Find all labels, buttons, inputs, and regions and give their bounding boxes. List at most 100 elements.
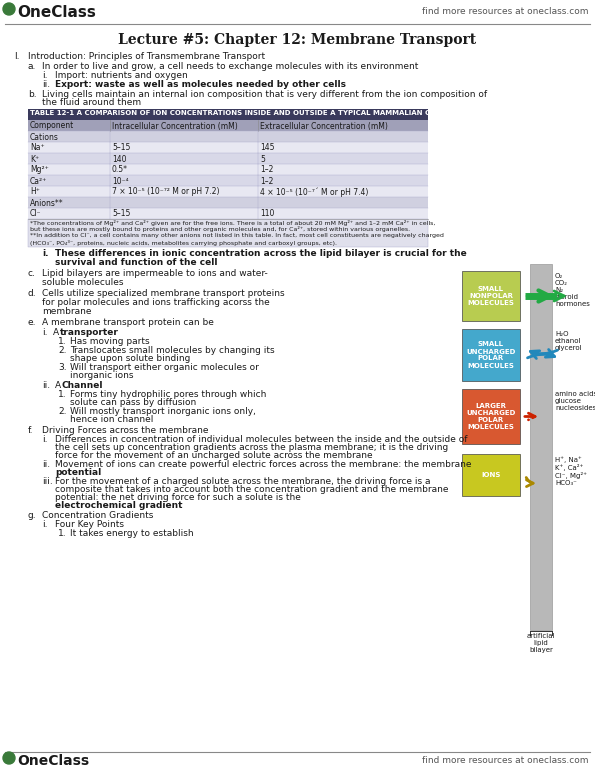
Text: Component: Component: [30, 122, 74, 130]
Text: Movement of ions can create powerful electric forces across the membrane: the me: Movement of ions can create powerful ele…: [55, 460, 471, 469]
Text: IONS: IONS: [481, 472, 500, 478]
Text: 1.: 1.: [58, 529, 67, 538]
Bar: [28, 197, 428, 208]
Text: It takes energy to establish: It takes energy to establish: [70, 529, 193, 538]
Text: i.: i.: [42, 328, 48, 337]
Text: survival and function of the cell: survival and function of the cell: [55, 258, 218, 267]
Bar: [28, 120, 428, 131]
Text: 2.: 2.: [58, 407, 67, 416]
Text: Cl⁻: Cl⁻: [30, 209, 42, 219]
Text: ✦: ✦: [6, 4, 12, 10]
Bar: [28, 186, 428, 197]
Text: find more resources at oneclass.com: find more resources at oneclass.com: [421, 7, 588, 16]
Text: ii.: ii.: [42, 381, 50, 390]
Bar: [28, 109, 428, 120]
Text: Ca²⁺: Ca²⁺: [30, 176, 47, 186]
Text: membrane: membrane: [42, 307, 92, 316]
Text: ii.: ii.: [42, 80, 50, 89]
Bar: [28, 208, 428, 219]
Text: solute can pass by diffusion: solute can pass by diffusion: [70, 398, 196, 407]
Text: Translocates small molecules by changing its: Translocates small molecules by changing…: [70, 346, 275, 355]
Text: potential: potential: [55, 468, 101, 477]
Bar: [462, 271, 520, 321]
Bar: [28, 131, 428, 142]
Text: Differences in concentration of individual molecules between the inside and the : Differences in concentration of individu…: [55, 435, 468, 444]
Text: shape upon solute binding: shape upon solute binding: [70, 354, 190, 363]
Text: H⁺, Na⁺
K⁺, Ca²⁺
Cl⁻, Mg²⁺
HCO₃⁻: H⁺, Na⁺ K⁺, Ca²⁺ Cl⁻, Mg²⁺ HCO₃⁻: [555, 456, 587, 486]
Circle shape: [3, 752, 15, 764]
Text: e.: e.: [28, 318, 36, 327]
Text: i.: i.: [42, 520, 48, 529]
Text: 145: 145: [260, 143, 274, 152]
Text: Export: waste as well as molecules needed by other cells: Export: waste as well as molecules neede…: [55, 80, 346, 89]
Text: TABLE 12-1 A COMPARISON OF ION CONCENTRATIONS INSIDE AND OUTSIDE A TYPICAL MAMMA: TABLE 12-1 A COMPARISON OF ION CONCENTRA…: [30, 110, 444, 116]
Text: Cations: Cations: [30, 132, 59, 142]
Text: Na⁺: Na⁺: [30, 143, 45, 152]
Text: H₂O
ethanol
glycerol: H₂O ethanol glycerol: [555, 331, 583, 351]
Text: H⁺: H⁺: [30, 188, 40, 196]
Text: (HCO₃⁻, PO₄³⁻, proteins, nucleic acids, metabolites carrying phosphate and carbo: (HCO₃⁻, PO₄³⁻, proteins, nucleic acids, …: [30, 239, 337, 246]
Text: 10⁻⁴: 10⁻⁴: [112, 176, 129, 186]
Text: These differences in ionic concentration across the lipid bilayer is crucial for: These differences in ionic concentration…: [55, 249, 466, 258]
Text: *The concentrations of Mg²⁺ and Ca²⁺ given are for the free ions. There is a tot: *The concentrations of Mg²⁺ and Ca²⁺ giv…: [30, 220, 436, 226]
Text: Introduction: Principles of Transmembrane Transport: Introduction: Principles of Transmembran…: [28, 52, 265, 61]
Text: for polar molecules and ions trafficking acorss the: for polar molecules and ions trafficking…: [42, 298, 270, 307]
Text: force for the movement of an uncharged solute across the membrane: force for the movement of an uncharged s…: [55, 451, 372, 460]
Bar: [28, 153, 428, 164]
Text: 1–2: 1–2: [260, 166, 273, 175]
Text: i.: i.: [42, 71, 48, 80]
Bar: [28, 175, 428, 186]
Text: Forms tiny hydrophilic pores through which: Forms tiny hydrophilic pores through whi…: [70, 390, 267, 399]
Text: the fluid around them: the fluid around them: [42, 98, 141, 107]
Text: 4 × 10⁻⁵ (10⁻⁷´ M or pH 7.4): 4 × 10⁻⁵ (10⁻⁷´ M or pH 7.4): [260, 188, 368, 197]
Text: OneClass: OneClass: [17, 5, 96, 20]
Bar: [462, 454, 520, 496]
Bar: [28, 142, 428, 153]
Text: 1–2: 1–2: [260, 176, 273, 186]
Text: a.: a.: [28, 62, 36, 71]
Text: transporter: transporter: [60, 328, 119, 337]
Text: OneClass: OneClass: [17, 754, 89, 768]
Text: Driving Forces across the membrane: Driving Forces across the membrane: [42, 426, 208, 435]
Text: SMALL
UNCHARGED
POLAR
MOLECULES: SMALL UNCHARGED POLAR MOLECULES: [466, 342, 516, 369]
Bar: [462, 389, 520, 444]
Text: electrochemical gradient: electrochemical gradient: [55, 501, 183, 510]
Text: Anions**: Anions**: [30, 199, 64, 207]
Text: A: A: [55, 381, 64, 390]
Text: For the movement of a charged solute across the membrane, the driving force is a: For the movement of a charged solute acr…: [55, 477, 431, 486]
Text: iii.: iii.: [42, 477, 53, 486]
Text: Has moving parts: Has moving parts: [70, 337, 149, 346]
Bar: [28, 219, 428, 247]
Text: I.: I.: [14, 52, 20, 61]
Text: O₂
CO₂
N₂
steroid
hormones: O₂ CO₂ N₂ steroid hormones: [555, 273, 590, 307]
Text: Extracellular Concentration (mM): Extracellular Concentration (mM): [260, 122, 388, 130]
Bar: [28, 164, 428, 175]
Text: 140: 140: [112, 155, 127, 163]
Text: ✦: ✦: [6, 754, 12, 760]
Text: 0.5*: 0.5*: [112, 166, 128, 175]
Text: hence ion channel: hence ion channel: [70, 415, 154, 424]
Text: g.: g.: [28, 511, 37, 520]
Text: A: A: [53, 328, 62, 337]
Text: the cell sets up concentration gradients across the plasma membrane; it is the d: the cell sets up concentration gradients…: [55, 443, 448, 452]
Bar: [530, 264, 552, 630]
Text: 5–15: 5–15: [112, 143, 130, 152]
Text: **In addition to Cl⁻, a cell contains many other anions not listed in this table: **In addition to Cl⁻, a cell contains ma…: [30, 233, 444, 238]
Text: Cells utilize specialized membrane transport proteins: Cells utilize specialized membrane trans…: [42, 289, 284, 298]
Text: potential: the net driving force for such a solute is the: potential: the net driving force for suc…: [55, 493, 304, 502]
Text: A membrane transport protein can be: A membrane transport protein can be: [42, 318, 214, 327]
Text: 2.: 2.: [58, 346, 67, 355]
Text: i.: i.: [42, 435, 48, 444]
Text: composite that takes into account both the concentration gradient and the membra: composite that takes into account both t…: [55, 485, 449, 494]
Text: Intracellular Concentration (mM): Intracellular Concentration (mM): [112, 122, 238, 130]
Text: i.: i.: [42, 249, 49, 258]
Text: c.: c.: [28, 269, 36, 278]
Text: Channel: Channel: [62, 381, 104, 390]
Text: b.: b.: [28, 90, 37, 99]
Text: f.: f.: [28, 426, 33, 435]
Text: In order to live and grow, a cell needs to exchange molecules with its environme: In order to live and grow, a cell needs …: [42, 62, 418, 71]
Text: Will transport either organic molecules or: Will transport either organic molecules …: [70, 363, 259, 372]
Text: soluble molecules: soluble molecules: [42, 278, 124, 287]
Text: Mg²⁺: Mg²⁺: [30, 166, 49, 175]
Text: amino acids
glucose
nucleosides: amino acids glucose nucleosides: [555, 391, 595, 411]
